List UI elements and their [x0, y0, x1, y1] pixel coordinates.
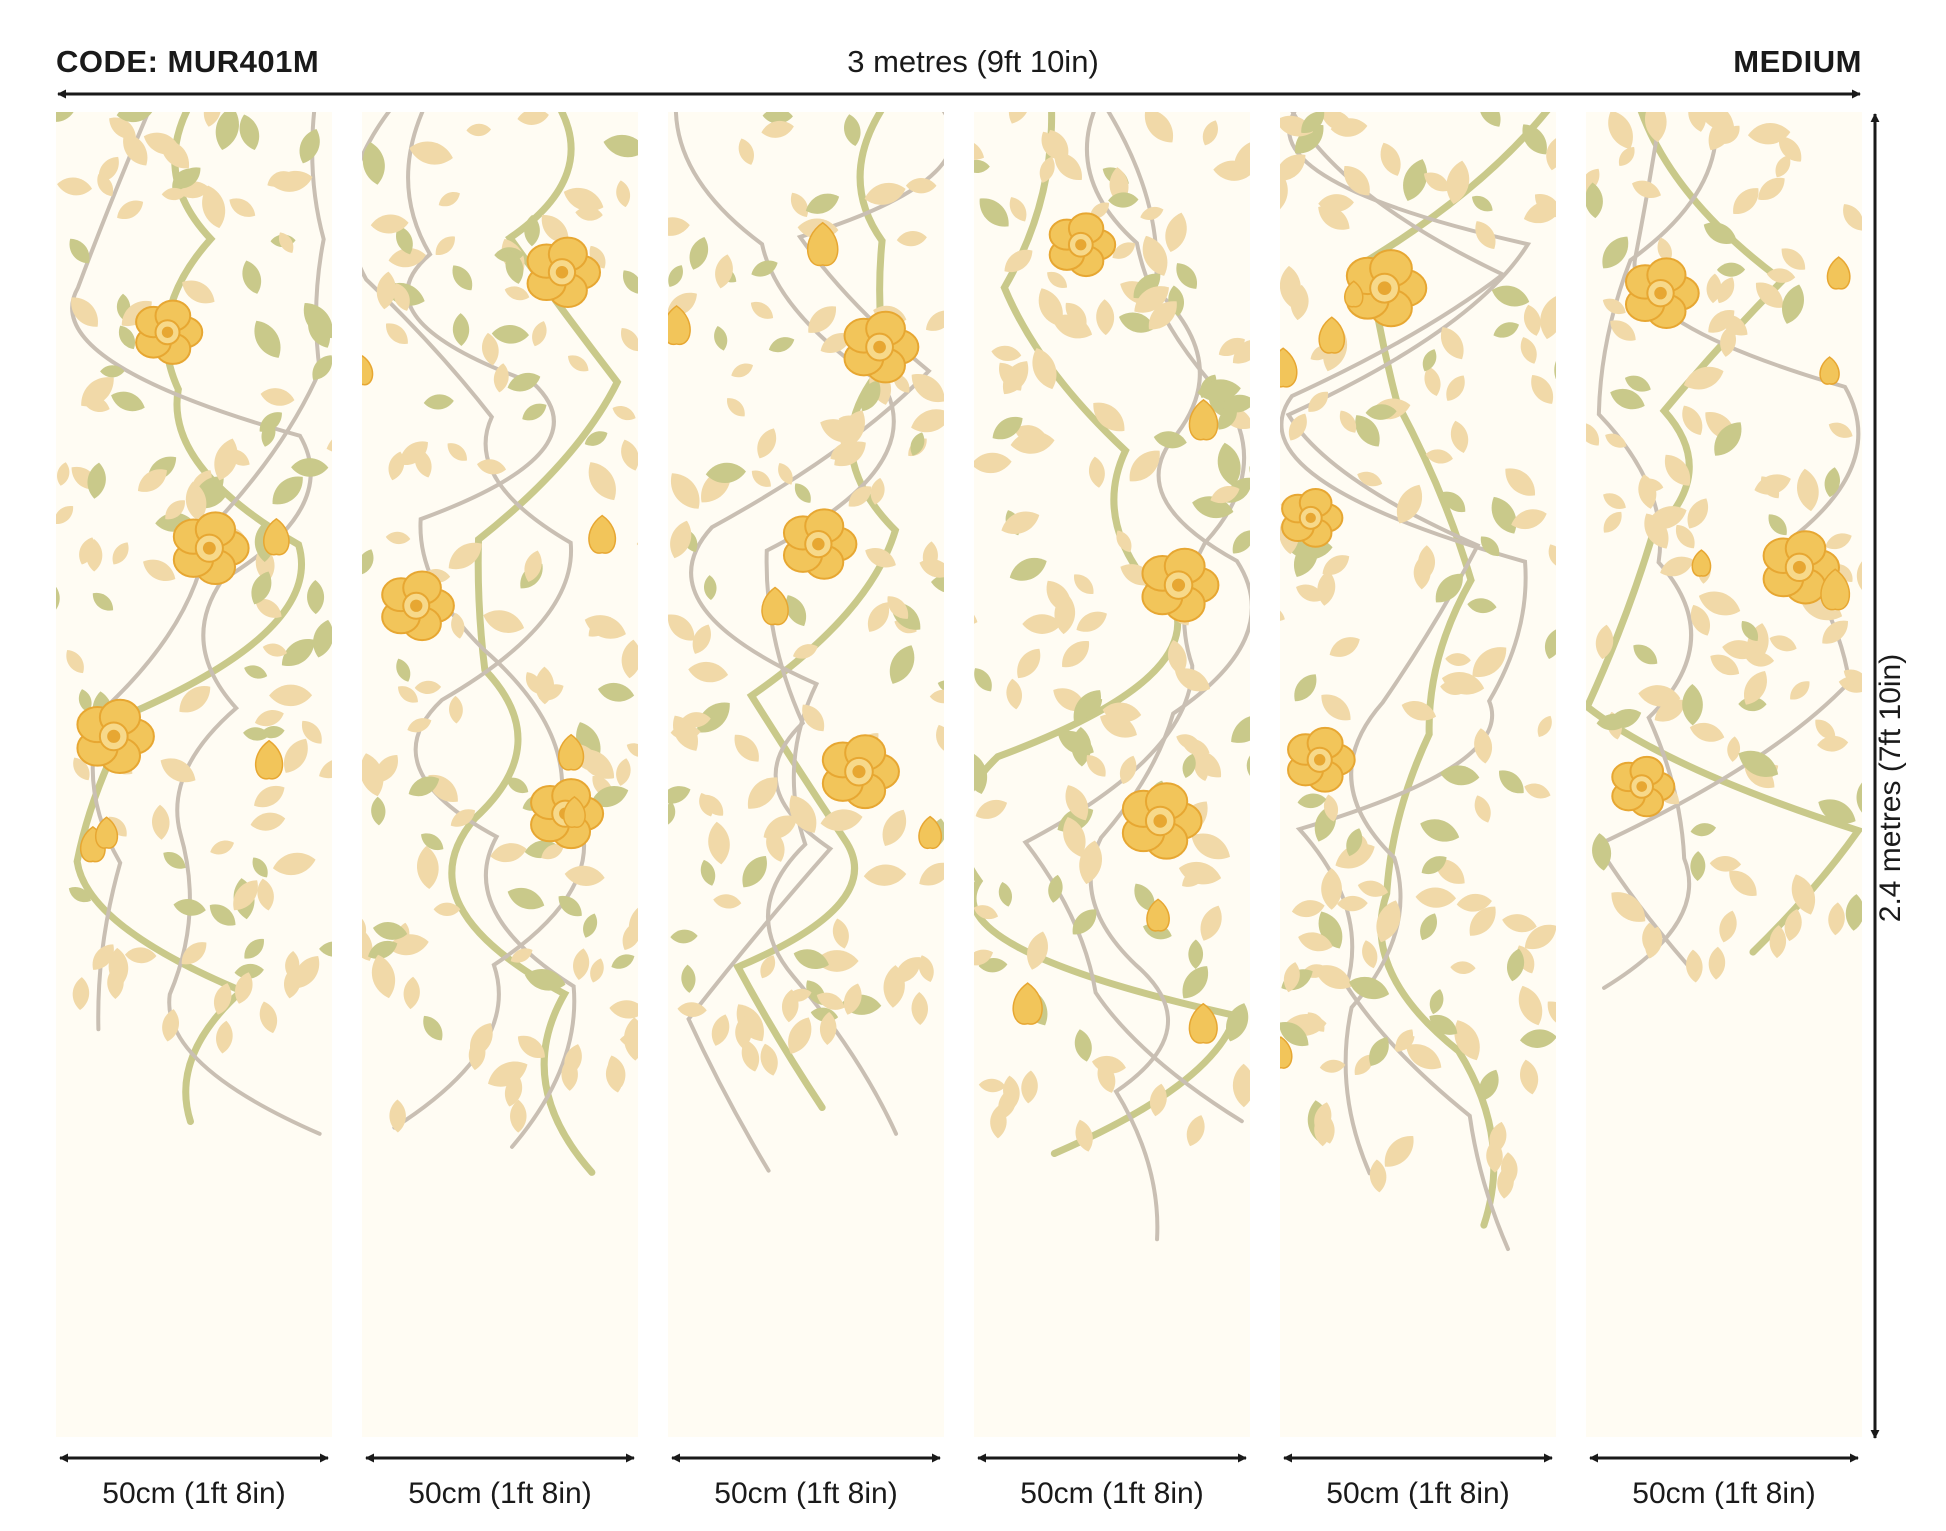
floral-vine-motif [362, 112, 638, 1176]
bud-icon [1280, 347, 1298, 388]
bud-icon [1820, 568, 1851, 611]
bud-icon [1318, 316, 1346, 354]
bud-icon [1826, 256, 1851, 290]
floral-vine-motif [668, 112, 944, 1173]
panel-background [1280, 112, 1556, 1437]
panel-background [56, 112, 332, 1437]
bud-icon [918, 815, 942, 849]
bud-icon [1188, 1002, 1218, 1044]
bud-icon [1344, 280, 1364, 308]
panel-background [1586, 112, 1862, 1437]
panel-width-label: 50cm (1ft 8in) [1326, 1477, 1510, 1510]
flower-icon [1287, 726, 1356, 793]
panel-width-label: 50cm (1ft 8in) [1020, 1477, 1204, 1510]
bud-icon [668, 305, 691, 345]
flower-icon [1121, 782, 1203, 860]
mural-panel [1280, 112, 1556, 1437]
mural-panel [56, 112, 332, 1437]
panel-width-label: 50cm (1ft 8in) [102, 1477, 286, 1510]
flower-icon [782, 508, 858, 580]
bud-icon [558, 733, 585, 771]
flower-icon [1345, 249, 1428, 328]
bud-icon [588, 514, 617, 554]
bud-icon [1691, 549, 1712, 577]
floral-vine-motif [56, 112, 332, 1136]
bud-icon [1819, 356, 1840, 385]
bud-icon [79, 826, 106, 863]
size-label: MEDIUM [1733, 44, 1862, 79]
flower-icon [1611, 755, 1676, 818]
bud-icon [806, 221, 839, 267]
flower-icon [843, 310, 920, 384]
bud-icon [262, 517, 290, 556]
flower-icon [1281, 488, 1344, 548]
mural-panel [668, 112, 944, 1437]
floral-vine-motif [1280, 112, 1556, 1252]
total-height-label: 2.4 metres (7ft 10in) [1874, 653, 1907, 923]
total-width-label: 3 metres (9ft 10in) [847, 44, 1099, 79]
floral-vine-motif [974, 112, 1250, 1242]
bud-icon [362, 355, 374, 386]
bud-icon [1146, 898, 1170, 932]
mural-panel [362, 112, 638, 1437]
flower-icon [530, 778, 605, 850]
bud-icon [95, 816, 119, 849]
bud-icon [1188, 398, 1219, 441]
floral-vine-motif [1586, 112, 1862, 990]
bud-icon [563, 795, 586, 828]
flower-icon [76, 698, 155, 774]
flower-icon [172, 511, 250, 585]
flower-icon [1762, 530, 1841, 605]
product-code: CODE: MUR401M [56, 44, 320, 79]
panel-background [362, 112, 638, 1437]
flower-icon [1624, 257, 1700, 329]
panel-background [668, 112, 944, 1437]
mural-panel [1586, 112, 1862, 1437]
flower-icon [1048, 212, 1117, 278]
panel-width-label: 50cm (1ft 8in) [1632, 1477, 1816, 1510]
bud-icon [761, 586, 789, 626]
flower-icon [821, 734, 900, 810]
bud-icon [1280, 1036, 1293, 1069]
panel-width-label: 50cm (1ft 8in) [408, 1477, 592, 1510]
panel-background [974, 112, 1250, 1437]
panel-width-label: 50cm (1ft 8in) [714, 1477, 898, 1510]
flower-icon [135, 299, 204, 365]
flower-icon [381, 570, 455, 642]
flower-icon [1141, 547, 1220, 623]
bud-icon [1012, 982, 1043, 1025]
mural-panel [974, 112, 1250, 1437]
bud-icon [254, 739, 284, 780]
flower-icon [526, 236, 602, 308]
